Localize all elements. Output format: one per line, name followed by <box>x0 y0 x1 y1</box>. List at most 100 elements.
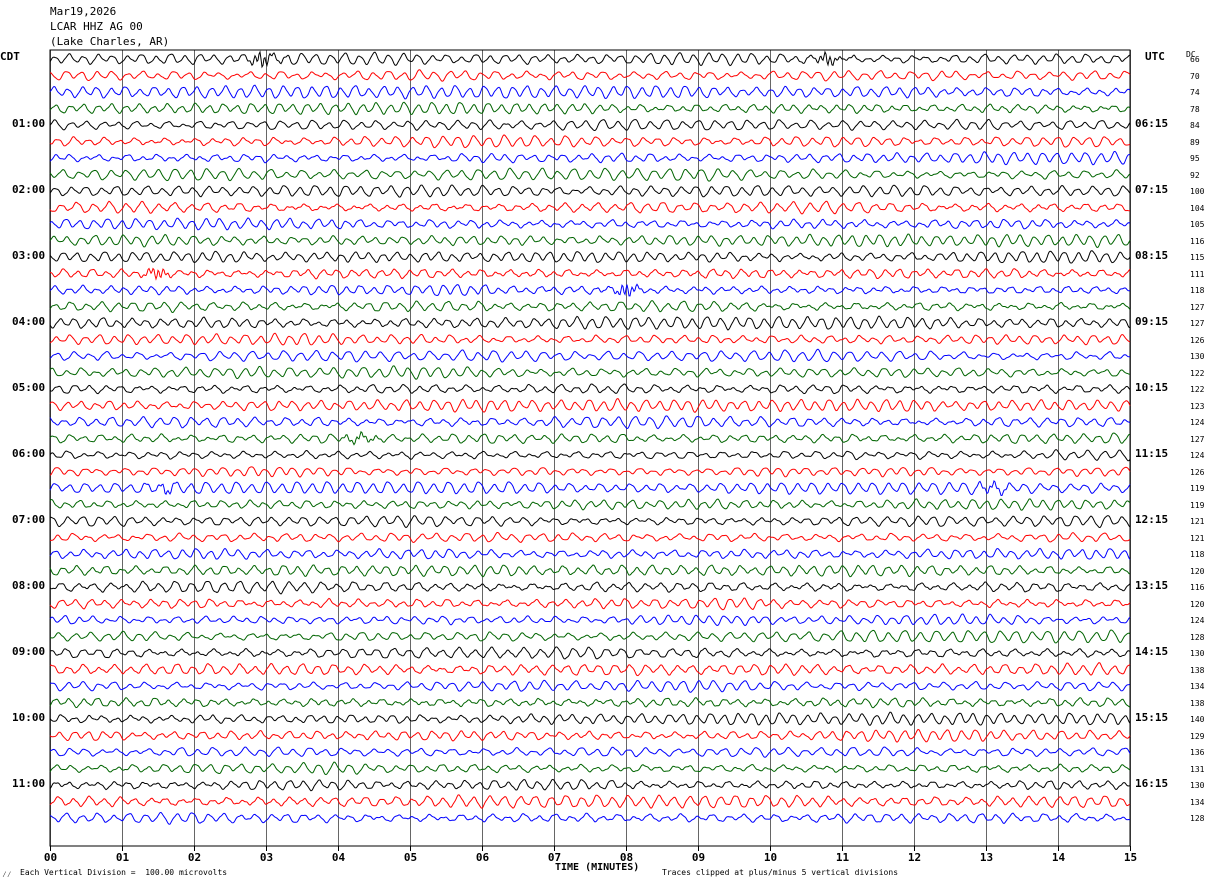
trace-line-46 <box>49 811 1131 825</box>
dc-offset-value: 129 <box>1190 731 1205 741</box>
dc-offset-value: 118 <box>1190 286 1205 295</box>
dc-offset-value: 116 <box>1190 583 1205 592</box>
trace-line-38 <box>49 679 1131 693</box>
utc-hour-label: 15:15 <box>1135 711 1169 724</box>
trace-line-11 <box>49 233 1131 249</box>
utc-hour-label: 08:15 <box>1135 249 1169 262</box>
cdt-hour-label: 03:00 <box>12 249 46 262</box>
dc-offset-value: 100 <box>1190 187 1205 196</box>
trace-line-14 <box>49 283 1131 297</box>
dc-offset-value: 138 <box>1190 698 1205 708</box>
dc-offset-value: 121 <box>1190 517 1205 526</box>
cdt-hour-label: 05:00 <box>12 381 46 394</box>
trace-line-10 <box>49 217 1131 231</box>
trace-line-32 <box>49 580 1131 595</box>
trace-line-13 <box>49 267 1131 281</box>
trace-line-43 <box>49 761 1131 776</box>
utc-hour-label: 16:15 <box>1135 777 1169 790</box>
utc-hour-label: 12:15 <box>1135 513 1169 526</box>
trace-line-40 <box>49 711 1131 727</box>
utc-hour-label: 09:15 <box>1135 315 1169 328</box>
trace-line-20 <box>49 383 1131 395</box>
dc-offset-value: 66 <box>1190 55 1200 64</box>
dc-offset-value: 119 <box>1190 500 1205 510</box>
dc-offset-value: 126 <box>1190 335 1205 345</box>
trace-line-27 <box>49 498 1131 511</box>
x-tick-label: 13 <box>980 851 993 864</box>
date-label: Mar19,2026 <box>50 5 117 18</box>
dc-offset-value: 127 <box>1190 319 1205 328</box>
trace-line-44 <box>49 778 1130 792</box>
trace-line-18 <box>49 348 1130 363</box>
trace-line-24 <box>49 449 1131 462</box>
cdt-hour-label: 10:00 <box>12 711 46 724</box>
dc-offset-value: 89 <box>1190 137 1200 147</box>
cdt-hour-label: 04:00 <box>12 315 46 328</box>
trace-line-8 <box>49 184 1131 198</box>
trace-line-7 <box>49 167 1131 182</box>
seismic-traces <box>49 50 1131 825</box>
dc-offset-value: 116 <box>1190 236 1205 246</box>
trace-line-31 <box>49 564 1131 578</box>
x-tick-label: 09 <box>692 851 705 864</box>
trace-line-23 <box>49 430 1131 446</box>
dc-offset-value: 128 <box>1190 814 1205 823</box>
dc-offset-value: 104 <box>1190 203 1205 213</box>
trace-line-19 <box>49 365 1131 380</box>
dc-offset-value: 111 <box>1190 269 1205 279</box>
plot-frame <box>49 49 1131 847</box>
x-tick-label: 01 <box>116 851 130 864</box>
trace-line-29 <box>49 532 1131 543</box>
trace-line-22 <box>49 415 1131 430</box>
trace-line-2 <box>49 84 1131 100</box>
x-tick-label: 04 <box>332 851 346 864</box>
dc-offset-value: 134 <box>1190 682 1205 691</box>
trace-line-12 <box>49 250 1131 264</box>
dc-offset-value: 124 <box>1190 616 1205 625</box>
cdt-hour-label: 06:00 <box>12 447 46 460</box>
dc-offset-value: 136 <box>1190 748 1205 757</box>
trace-line-33 <box>49 597 1131 611</box>
trace-line-36 <box>50 646 1131 660</box>
trace-line-17 <box>49 332 1131 346</box>
trace-line-30 <box>49 547 1131 560</box>
dc-offset-value: 118 <box>1190 550 1205 559</box>
trace-line-45 <box>49 794 1131 809</box>
dc-offset-value: 130 <box>1190 649 1205 658</box>
x-tick-label: 12 <box>908 851 921 864</box>
trace-line-35 <box>50 629 1131 644</box>
dc-offset-value: 140 <box>1190 715 1205 724</box>
time-axis: 00 01 02 03 04 05 06 07 08 09 10 11 12 13 14 15 <box>44 846 1137 864</box>
dc-label: DC <box>1186 50 1196 59</box>
trace-line-9 <box>49 200 1131 215</box>
dc-offset-value: 120 <box>1190 566 1205 576</box>
cdt-hour-label: 01:00 <box>12 117 46 130</box>
trace-line-16 <box>49 315 1131 331</box>
dc-offset-value: 134 <box>1190 797 1205 807</box>
x-tick-label: 06 <box>476 851 490 864</box>
dc-offset-value: 119 <box>1190 484 1205 493</box>
x-tick-label: 10 <box>764 851 777 864</box>
trace-line-4 <box>49 118 1131 132</box>
dc-offset-value: 126 <box>1190 467 1205 477</box>
trace-line-3 <box>49 101 1131 116</box>
x-tick-label: 00 <box>44 851 57 864</box>
utc-hour-label: 07:15 <box>1135 183 1169 196</box>
trace-line-28 <box>50 515 1131 529</box>
x-tick-label: 07 <box>548 851 561 864</box>
dc-offset-value: 92 <box>1190 170 1200 180</box>
scale-note: Each Vertical Division = 100.00 microvol… <box>20 868 228 877</box>
dc-offset-value: 130 <box>1190 352 1205 361</box>
cdt-hour-label: 08:00 <box>12 579 46 592</box>
dc-offset-value: 130 <box>1190 781 1205 790</box>
x-tick-label: 05 <box>404 851 417 864</box>
trace-line-39 <box>49 696 1131 709</box>
corner-mark: ⁄⁄ <box>2 870 12 879</box>
dc-offset-value: 128 <box>1190 632 1205 642</box>
trace-line-26 <box>49 479 1131 497</box>
location-label: (Lake Charles, AR) <box>50 35 170 48</box>
trace-line-25 <box>49 466 1131 478</box>
dc-offset-value: 74 <box>1190 88 1200 97</box>
dc-offset-value: 84 <box>1190 121 1200 130</box>
